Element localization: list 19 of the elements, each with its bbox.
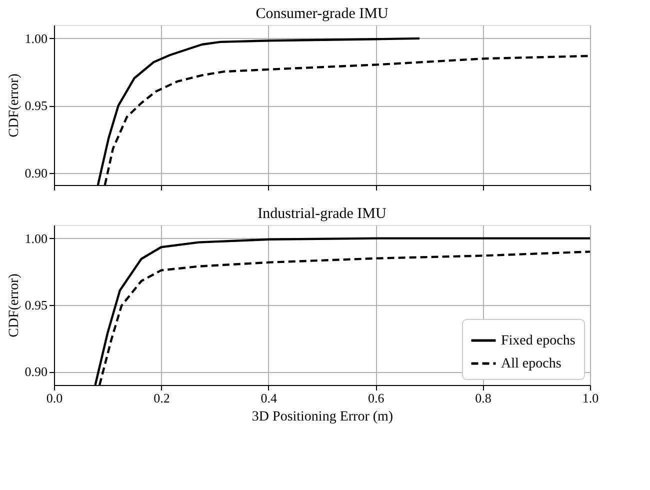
x-tick-label: 0.0 bbox=[46, 390, 63, 406]
legend-label: Fixed epochs bbox=[501, 334, 576, 348]
y-axis-title: CDF(error) bbox=[6, 273, 22, 338]
y-tick-label: 0.90 bbox=[24, 364, 48, 380]
x-tick-label: 0.8 bbox=[475, 390, 492, 406]
chart-title: Industrial-grade IMU bbox=[258, 206, 387, 222]
legend-label: All epochs bbox=[501, 356, 562, 372]
y-tick-label: 1.00 bbox=[24, 230, 48, 246]
x-tick-label: 0.4 bbox=[260, 390, 278, 406]
chart-title: Consumer-grade IMU bbox=[256, 6, 388, 22]
y-tick-label: 0.95 bbox=[24, 98, 48, 114]
y-tick-label: 0.95 bbox=[24, 298, 48, 312]
y-axis-title: CDF(error) bbox=[6, 73, 22, 138]
y-tick-label: 1.00 bbox=[24, 30, 48, 46]
x-tick-label: 1.0 bbox=[582, 390, 599, 406]
x-axis-title: 3D Positioning Error (m) bbox=[252, 410, 394, 424]
x-tick-label: 0.6 bbox=[368, 390, 385, 406]
y-tick-label: 0.90 bbox=[24, 165, 48, 180]
x-tick-label: 0.2 bbox=[154, 390, 170, 406]
